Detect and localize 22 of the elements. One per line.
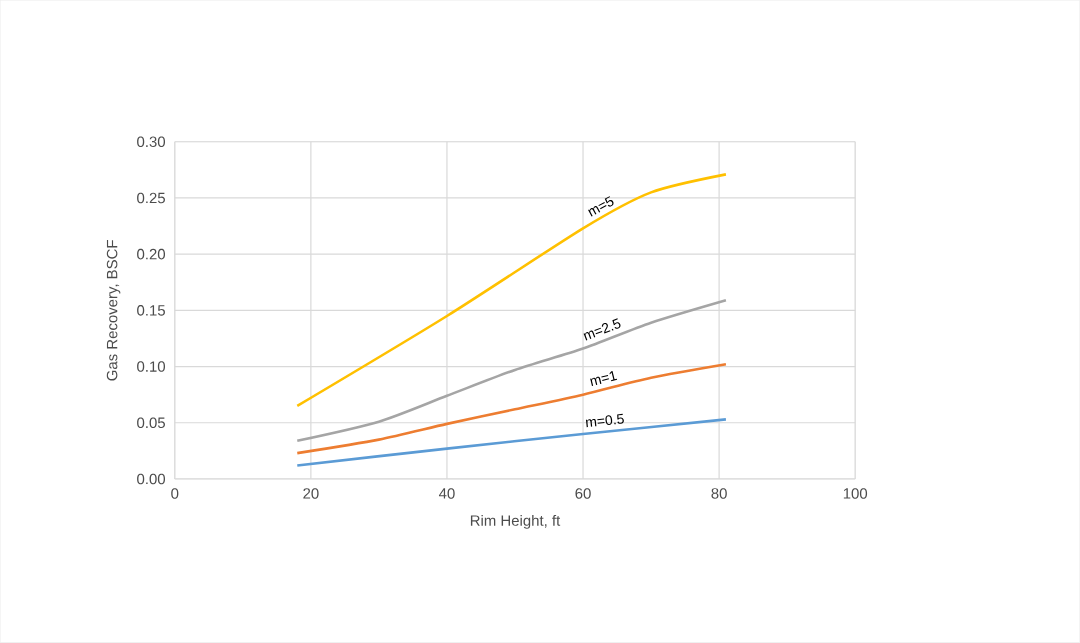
x-axis-title: Rim Height, ft [470, 515, 561, 529]
y-axis-title: Gas Recovery, BSCF [106, 240, 121, 381]
text: m=1 [590, 371, 618, 387]
y-tick-label: 0.10 [137, 361, 166, 372]
y-tick-label: 0.30 [137, 136, 166, 148]
line-series [295, 299, 728, 443]
line-series [295, 363, 728, 455]
x-tick-label: 0 [171, 488, 179, 499]
y-tick-label: 0.00 [137, 473, 166, 485]
x-tick-label: 40 [438, 488, 455, 499]
y-tick-label: 0.25 [137, 192, 165, 204]
x-tick-label: 60 [575, 488, 591, 499]
x-tick-label: 20 [303, 488, 319, 499]
x-tick-label: 100 [843, 488, 868, 499]
x-tick-label: 80 [711, 488, 727, 499]
text: m=0.5 [585, 413, 624, 428]
text: m=2.5 [583, 318, 621, 341]
y-tick-label: 0.05 [137, 417, 165, 429]
text: m=5 [588, 196, 614, 217]
y-tick-label: 0.20 [137, 248, 166, 260]
line-series [295, 173, 728, 408]
y-tick-label: 0.15 [137, 305, 165, 316]
